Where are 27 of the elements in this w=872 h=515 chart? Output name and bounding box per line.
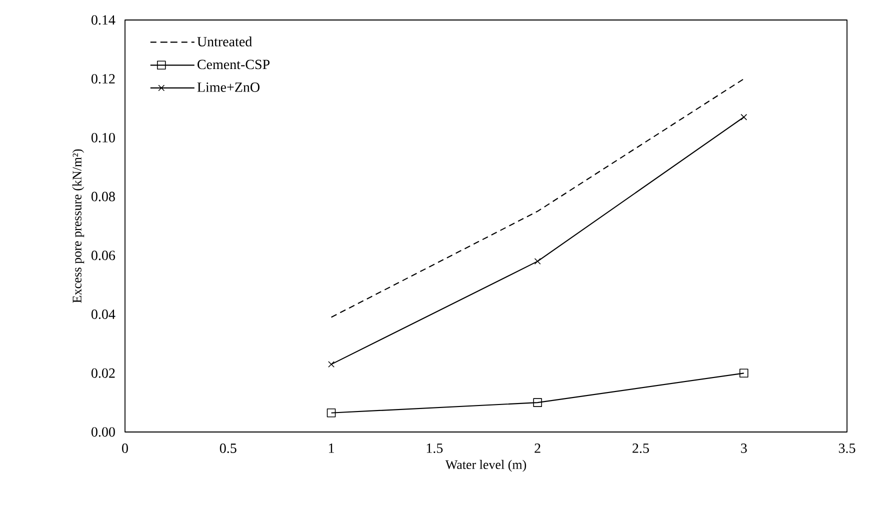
point bbox=[328, 361, 335, 368]
x-tick-label: 3 bbox=[741, 444, 747, 453]
y-tick-label: 0.12 bbox=[92, 74, 115, 84]
x-tick-label: 2 bbox=[534, 444, 540, 453]
point bbox=[326, 408, 336, 418]
x-tick-label: 2.5 bbox=[632, 444, 649, 454]
y-tick-label: 0.14 bbox=[92, 15, 116, 25]
x-tick-label: 3.5 bbox=[838, 444, 856, 454]
x-tick-label: 1 bbox=[329, 444, 334, 453]
x-tick-label: 0 bbox=[122, 444, 128, 453]
x-tick-label: 1.5 bbox=[426, 444, 443, 453]
point bbox=[534, 258, 541, 265]
y-tick-label: 0.06 bbox=[92, 250, 116, 260]
point bbox=[739, 368, 748, 378]
y-tick-label: 0.04 bbox=[92, 310, 116, 320]
legend-label: Untreated bbox=[197, 36, 252, 46]
legend-label: Cement-CSP bbox=[198, 60, 270, 70]
x-tick-label: 0.5 bbox=[220, 444, 236, 454]
legend-label: Lime+ZnO bbox=[197, 82, 260, 92]
x-axis-title: Water level (m) bbox=[445, 460, 526, 472]
point bbox=[533, 398, 542, 407]
point bbox=[740, 114, 748, 120]
y-tick-label: 0.02 bbox=[92, 368, 115, 378]
y-tick-label: 0.08 bbox=[92, 192, 115, 202]
y-axis-title: Excess pore pressure (kN/m²) bbox=[72, 149, 84, 303]
y-tick-label: 0.00 bbox=[92, 427, 115, 437]
y-tick-label: 0.10 bbox=[92, 132, 115, 142]
